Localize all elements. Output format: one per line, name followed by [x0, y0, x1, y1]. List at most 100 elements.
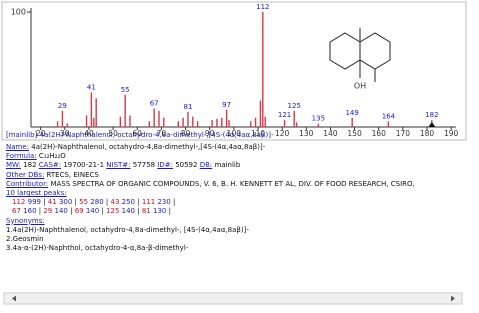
peak — [124, 94, 126, 127]
x-tick-label: 60 — [132, 129, 142, 138]
section-heading: 10 largest peaks: — [6, 189, 67, 198]
peak — [259, 100, 262, 127]
structure-label: OH — [354, 82, 366, 91]
peak — [129, 115, 131, 127]
field-label: Name: — [6, 143, 30, 151]
detail-row: MW: 182 CAS#: 19700-21-1 NIST#: 57758 ID… — [6, 161, 464, 170]
field-label: Other DBs: — [6, 170, 45, 179]
peak-mz: 81 — [141, 207, 151, 216]
peak — [387, 121, 390, 127]
peak — [351, 117, 353, 127]
x-tick-label: 50 — [108, 129, 118, 138]
peak-label: 67 — [150, 100, 159, 108]
field-value: 182 — [23, 161, 37, 170]
peak — [158, 110, 160, 127]
peak-label: 81 — [183, 103, 192, 111]
peak-label: 182 — [425, 111, 438, 119]
x-tick-label: 180 — [420, 129, 435, 138]
section-heading: Synonyms: — [6, 216, 45, 225]
synonym: 2.Geosmin — [6, 235, 44, 244]
x-tick-label: 130 — [299, 129, 314, 138]
peak — [293, 110, 295, 127]
detail-row: Name: 4a(2H)-Naphthalenol, octahydro-4,8… — [6, 143, 464, 152]
x-tick-label: 30 — [60, 129, 70, 138]
x-tick-label: 150 — [347, 129, 362, 138]
peak-mz: 111 — [141, 198, 156, 207]
peak-intensity: 300 — [58, 198, 73, 207]
x-tick-label: 20 — [36, 129, 46, 138]
peak — [85, 115, 88, 127]
x-tick-label: 160 — [372, 129, 387, 138]
detail-row: Contributor: MASS SPECTRA OF ORGANIC COM… — [6, 180, 464, 189]
peak-label: 41 — [87, 84, 96, 92]
field-value: 19700-21-1 — [63, 161, 105, 170]
peak-mz: 41 — [47, 198, 57, 207]
field-label: MW: — [6, 161, 21, 170]
peak — [264, 116, 266, 127]
peak — [295, 122, 298, 127]
scroll-track[interactable] — [3, 292, 463, 305]
x-tick-label: 110 — [251, 129, 266, 138]
peak — [90, 92, 93, 127]
x-tick-label: 190 — [444, 129, 459, 138]
ion-marker — [428, 122, 436, 127]
peak — [283, 120, 286, 127]
peak — [153, 108, 155, 127]
detail-row: 67 160 | 29 140 | 69 140 | 125 140 | 81 … — [12, 207, 171, 216]
peak-mz: 29 — [43, 207, 53, 216]
detail-row: 112 999 | 41 300 | 55 280 | 43 250 | 111… — [12, 198, 176, 207]
peak — [225, 109, 228, 127]
peak — [56, 121, 59, 127]
peak — [228, 120, 230, 127]
detail-row: 10 largest peaks: — [6, 189, 464, 198]
peak — [95, 98, 97, 127]
peak-label: 29 — [58, 102, 67, 110]
peak-label: 55 — [121, 86, 130, 94]
peak — [211, 120, 213, 127]
peak-label: 149 — [345, 109, 358, 117]
field-label: ID#: — [157, 161, 173, 170]
x-tick-label: 100 — [227, 129, 242, 138]
peak — [177, 121, 180, 127]
peak-mz: 69 — [74, 207, 84, 216]
detail-row: Formula: C₁₂H₂₂O — [6, 152, 464, 161]
peak — [250, 121, 252, 127]
field-label: DB: — [199, 161, 213, 170]
field-label: Formula: — [6, 152, 37, 161]
peak — [192, 116, 194, 127]
y-tick-label: 100 — [11, 8, 26, 17]
peak-label: 135 — [312, 115, 325, 123]
peak — [221, 117, 223, 127]
scroll-left[interactable] — [12, 295, 16, 302]
peak — [163, 117, 165, 127]
peak — [196, 121, 199, 127]
peak-intensity: 250 — [121, 198, 136, 207]
peak-intensity: 230 — [157, 198, 171, 207]
scroll-right[interactable] — [451, 295, 455, 302]
details: Name: 4a(2H)-Naphthalenol, octahydro-4,8… — [6, 143, 464, 253]
peak-mz: 112 — [12, 198, 26, 207]
field-value: 57758 — [132, 161, 156, 170]
peak — [317, 123, 320, 127]
x-tick-label: 70 — [157, 129, 167, 138]
scrollbar[interactable] — [0, 290, 479, 310]
detail-row: Other DBs: RTECS, EINECS — [6, 171, 464, 180]
x-tick-label: 170 — [396, 129, 411, 138]
peak — [61, 110, 64, 127]
peak — [119, 116, 122, 127]
peak-intensity: 280 — [90, 198, 104, 207]
synonym: 3.4a-α-(2H)-Naphthol, octahydro-4-α,8a-β… — [6, 244, 189, 253]
chart: OH [mainlib] 4a(2H)-Naphthalenol, octahy… — [1, 1, 467, 141]
peak-label: 125 — [288, 102, 301, 110]
x-tick-label: 140 — [323, 129, 338, 138]
peak-intensity: 140 — [85, 207, 100, 216]
peak — [93, 117, 95, 127]
peak — [216, 118, 218, 127]
peak-intensity: 999 — [27, 198, 41, 207]
peak-label: 97 — [222, 101, 231, 109]
field-value: RTECS, EINECS — [46, 170, 99, 179]
field-value: C₁₂H₂₂O — [38, 152, 66, 161]
field-label: CAS#: — [38, 161, 62, 170]
x-tick-label: 80 — [181, 129, 191, 138]
